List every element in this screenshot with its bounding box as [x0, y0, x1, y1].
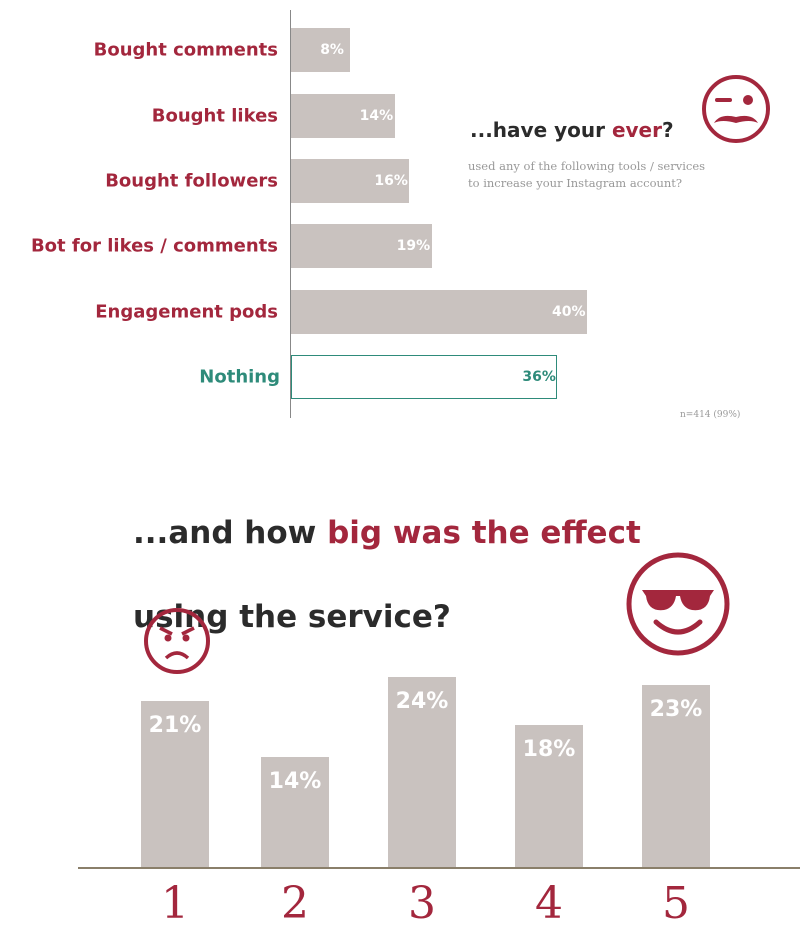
- x-axis-line: [78, 867, 800, 869]
- bar-value-label: 14%: [268, 768, 322, 794]
- bar: [291, 355, 558, 399]
- bar-value-label: 24%: [395, 689, 449, 715]
- sunglasses-smile-face-icon: [626, 552, 730, 656]
- bar-value-label: 23%: [649, 697, 703, 723]
- bar-label: Bought followers: [105, 170, 278, 192]
- bar-label: Nothing: [199, 366, 280, 388]
- winking-mustache-face-icon: [702, 75, 770, 143]
- x-tick-label: 4: [535, 878, 563, 929]
- bar: [291, 94, 395, 138]
- bar: [388, 677, 456, 868]
- bar: [291, 224, 432, 268]
- bar-value-label: 14%: [359, 108, 394, 124]
- top-title-post: ?: [661, 118, 674, 142]
- bar: [141, 701, 209, 868]
- x-tick-label: 1: [161, 878, 189, 929]
- bar: [291, 28, 351, 72]
- bottom-title-line2: using the service?: [133, 599, 451, 635]
- bar: [642, 685, 710, 868]
- bar-label: Bot for likes / comments: [30, 235, 278, 257]
- bar-value-label: 19%: [396, 238, 431, 254]
- angry-face-icon: [144, 608, 210, 674]
- x-tick-label: 5: [662, 878, 690, 929]
- bottom-title-accent: big was the effect: [327, 515, 641, 551]
- top-chart-subtitle: used any of the following tools / servic…: [468, 158, 705, 192]
- bar-label: Bought comments: [93, 39, 278, 61]
- bar-value-label: 21%: [148, 713, 202, 739]
- top-chart-title: ...have your ever?: [470, 118, 674, 142]
- subtitle-line: used any of the following tools / servic…: [468, 159, 706, 173]
- bar-label: Bought likes: [151, 105, 278, 127]
- bar-label: Engagement pods: [95, 301, 278, 323]
- sample-size-note: n=414 (99%): [680, 410, 741, 420]
- bottom-title-pre: ...and how: [133, 515, 328, 551]
- bottom-chart-title: ...and how big was the effect using the …: [133, 470, 641, 638]
- bar-value-label: 18%: [522, 736, 576, 762]
- bar: [291, 159, 410, 203]
- bar: [261, 756, 329, 868]
- bar-value-label: 16%: [374, 173, 408, 189]
- bar-value-label: 36%: [522, 369, 556, 385]
- subtitle-line: to increase your Instagram account?: [468, 176, 683, 190]
- top-title-pre: ...have your: [470, 118, 612, 142]
- y-axis-line: [290, 10, 291, 418]
- top-title-accent: ever: [611, 118, 662, 142]
- bar-value-label: 40%: [552, 304, 586, 320]
- x-tick-label: 2: [281, 878, 309, 929]
- bar-value-label: 8%: [320, 42, 344, 58]
- bar: [515, 724, 583, 868]
- bar: [291, 290, 587, 334]
- x-tick-label: 3: [408, 878, 436, 929]
